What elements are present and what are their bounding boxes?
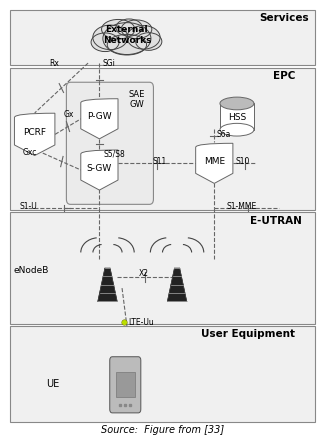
Ellipse shape bbox=[103, 23, 151, 55]
Text: External
Networks: External Networks bbox=[103, 25, 151, 45]
Text: P-GW: P-GW bbox=[87, 112, 112, 121]
Text: S5/S8: S5/S8 bbox=[104, 149, 125, 158]
PathPatch shape bbox=[81, 99, 118, 139]
PathPatch shape bbox=[14, 113, 55, 156]
PathPatch shape bbox=[196, 143, 233, 183]
Ellipse shape bbox=[220, 123, 254, 136]
Text: S6a: S6a bbox=[216, 130, 231, 139]
Ellipse shape bbox=[91, 33, 119, 51]
Text: S10: S10 bbox=[235, 156, 250, 166]
Text: Services: Services bbox=[260, 13, 309, 23]
Ellipse shape bbox=[220, 97, 254, 110]
PathPatch shape bbox=[81, 150, 118, 190]
FancyBboxPatch shape bbox=[10, 67, 315, 210]
Text: HSS: HSS bbox=[228, 114, 246, 122]
FancyBboxPatch shape bbox=[66, 82, 153, 204]
Ellipse shape bbox=[107, 34, 147, 55]
Text: S1-U: S1-U bbox=[20, 202, 37, 211]
Text: UE: UE bbox=[46, 379, 59, 389]
Text: Source:  Figure from [33]: Source: Figure from [33] bbox=[101, 425, 224, 435]
FancyBboxPatch shape bbox=[116, 372, 135, 397]
Ellipse shape bbox=[93, 25, 128, 50]
Ellipse shape bbox=[136, 33, 162, 51]
Text: LTE-Uu: LTE-Uu bbox=[128, 318, 154, 327]
FancyBboxPatch shape bbox=[110, 357, 141, 413]
Text: SGi: SGi bbox=[103, 59, 115, 68]
Text: S1-MME: S1-MME bbox=[227, 202, 257, 211]
Text: X2: X2 bbox=[139, 270, 149, 278]
FancyBboxPatch shape bbox=[10, 212, 315, 324]
Ellipse shape bbox=[121, 20, 152, 38]
Text: Gx: Gx bbox=[63, 110, 73, 119]
Text: SAE
GW: SAE GW bbox=[128, 90, 145, 109]
Text: MME: MME bbox=[204, 157, 225, 166]
Text: E-UTRAN: E-UTRAN bbox=[250, 216, 302, 226]
Text: User Equipment: User Equipment bbox=[201, 329, 295, 339]
Polygon shape bbox=[167, 268, 187, 301]
Text: S11: S11 bbox=[152, 156, 166, 166]
Text: Rx: Rx bbox=[49, 59, 59, 68]
Text: EPC: EPC bbox=[273, 71, 295, 80]
FancyBboxPatch shape bbox=[10, 326, 315, 422]
FancyBboxPatch shape bbox=[220, 103, 254, 130]
Ellipse shape bbox=[116, 19, 142, 36]
Ellipse shape bbox=[102, 20, 135, 39]
Text: Gxc: Gxc bbox=[23, 148, 37, 157]
Polygon shape bbox=[98, 268, 117, 301]
FancyBboxPatch shape bbox=[10, 9, 315, 65]
Ellipse shape bbox=[127, 25, 160, 49]
Text: eNodeB: eNodeB bbox=[14, 266, 49, 275]
Text: PCRF: PCRF bbox=[23, 128, 46, 137]
Text: S-GW: S-GW bbox=[87, 164, 112, 173]
